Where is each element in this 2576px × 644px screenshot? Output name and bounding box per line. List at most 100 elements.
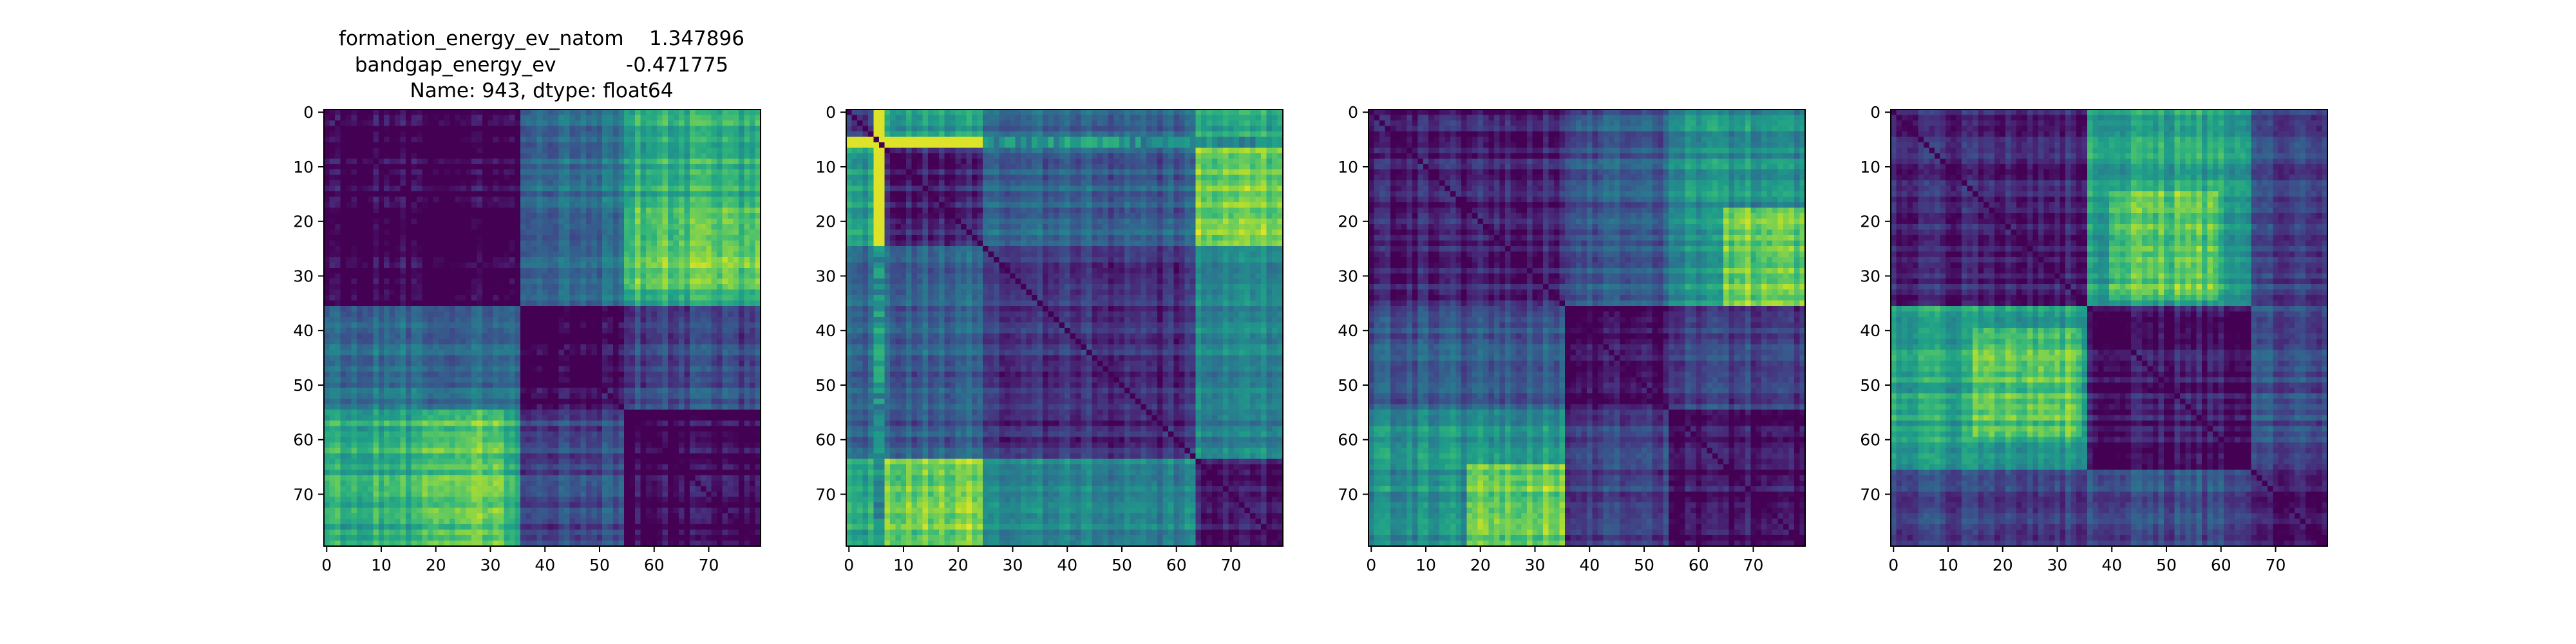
heatmap-cell <box>564 142 570 148</box>
heatmap-cell <box>673 404 679 410</box>
heatmap-cell <box>717 251 723 257</box>
heatmap-cell <box>744 317 750 323</box>
heatmap-cell <box>498 399 504 404</box>
heatmap-cell <box>701 142 706 148</box>
heatmap-cell <box>368 306 374 312</box>
heatmap-cell <box>329 404 335 410</box>
heatmap-cell <box>553 333 559 339</box>
heatmap-cell <box>608 372 614 377</box>
heatmap-cell <box>471 246 477 252</box>
heatmap-cell <box>509 366 515 372</box>
heatmap-cell <box>580 208 586 214</box>
heatmap-cell <box>373 383 379 388</box>
heatmap-cell <box>477 229 482 235</box>
heatmap-cell <box>477 421 482 426</box>
heatmap-cell <box>509 109 515 115</box>
heatmap-cell <box>695 115 701 120</box>
heatmap-cell <box>597 279 603 285</box>
heatmap-cell <box>646 410 652 415</box>
heatmap-cell <box>668 301 674 307</box>
heatmap-cell <box>526 301 532 307</box>
heatmap-cell <box>390 191 395 197</box>
heatmap-cell <box>723 142 728 148</box>
heatmap-cell <box>526 224 532 230</box>
heatmap-cell <box>586 164 592 170</box>
heatmap-cell <box>641 306 647 312</box>
heatmap-cell <box>657 355 663 361</box>
heatmap-cell <box>608 317 614 323</box>
heatmap-cell <box>390 180 395 186</box>
heatmap-cell <box>537 158 543 164</box>
heatmap-cell <box>591 279 597 285</box>
heatmap-cell <box>395 301 401 307</box>
heatmap-cell <box>542 142 548 148</box>
heatmap-cell <box>630 317 636 323</box>
heatmap-cell <box>335 333 341 339</box>
heatmap-cell <box>728 126 734 131</box>
heatmap-cell <box>477 361 482 366</box>
heatmap-cell <box>739 246 744 252</box>
heatmap-cell <box>613 213 619 219</box>
heatmap-cell <box>439 257 444 263</box>
heatmap-cell <box>679 164 685 170</box>
heatmap-cell <box>690 262 696 268</box>
heatmap-cell <box>739 366 744 372</box>
heatmap-cell <box>684 197 690 203</box>
heatmap-cell <box>471 355 477 361</box>
heatmap-cell <box>542 426 548 432</box>
heatmap-cell <box>335 126 341 131</box>
heatmap-cell <box>580 421 586 426</box>
heatmap-cell <box>695 268 701 274</box>
heatmap-cell <box>379 388 384 393</box>
heatmap-cell <box>439 158 444 164</box>
heatmap-cell <box>597 361 603 366</box>
heatmap-cell <box>575 284 581 290</box>
heatmap-cell <box>591 251 597 257</box>
heatmap-cell <box>401 137 406 142</box>
heatmap-cell <box>646 213 652 219</box>
heatmap-cell <box>608 109 614 115</box>
heatmap-cell <box>351 333 357 339</box>
heatmap-cell <box>569 399 575 404</box>
heatmap-cell <box>439 366 444 372</box>
heatmap-cell <box>324 273 330 279</box>
heatmap-cell <box>712 339 717 345</box>
heatmap-cell <box>750 273 755 279</box>
heatmap-cell <box>547 235 553 241</box>
heatmap-cell <box>695 306 701 312</box>
heatmap-cell <box>357 131 363 137</box>
heatmap-cell <box>498 126 504 131</box>
heatmap-cell <box>362 328 368 334</box>
heatmap-cell <box>537 131 543 137</box>
heatmap-cell <box>340 404 346 410</box>
heatmap-cell <box>690 213 696 219</box>
heatmap-cell <box>482 426 488 432</box>
heatmap-cell <box>723 219 728 225</box>
heatmap-cell <box>695 164 701 170</box>
heatmap-cell <box>471 339 477 345</box>
heatmap-cell <box>591 126 597 131</box>
heatmap-cell <box>428 246 433 252</box>
heatmap-cell <box>335 147 341 153</box>
heatmap-cell <box>728 317 734 323</box>
heatmap-cell <box>613 197 619 203</box>
heatmap-cell <box>673 251 679 257</box>
heatmap-cell <box>728 366 734 372</box>
heatmap-cell <box>558 169 564 175</box>
heatmap-cell <box>455 410 460 415</box>
heatmap-cell <box>493 317 499 323</box>
heatmap-cell <box>695 240 701 246</box>
heatmap-cell <box>668 388 674 393</box>
heatmap-cell <box>668 175 674 181</box>
heatmap-cell <box>493 235 499 241</box>
heatmap-cell <box>712 415 717 421</box>
heatmap-cell <box>324 235 330 241</box>
heatmap-cell <box>526 372 532 377</box>
heatmap-cell <box>412 137 417 142</box>
heatmap-cell <box>482 344 488 350</box>
heatmap-cell <box>520 191 526 197</box>
heatmap-cell <box>597 180 603 186</box>
heatmap-cell <box>520 437 526 443</box>
heatmap-cell <box>575 251 581 257</box>
heatmap-cell <box>433 273 439 279</box>
